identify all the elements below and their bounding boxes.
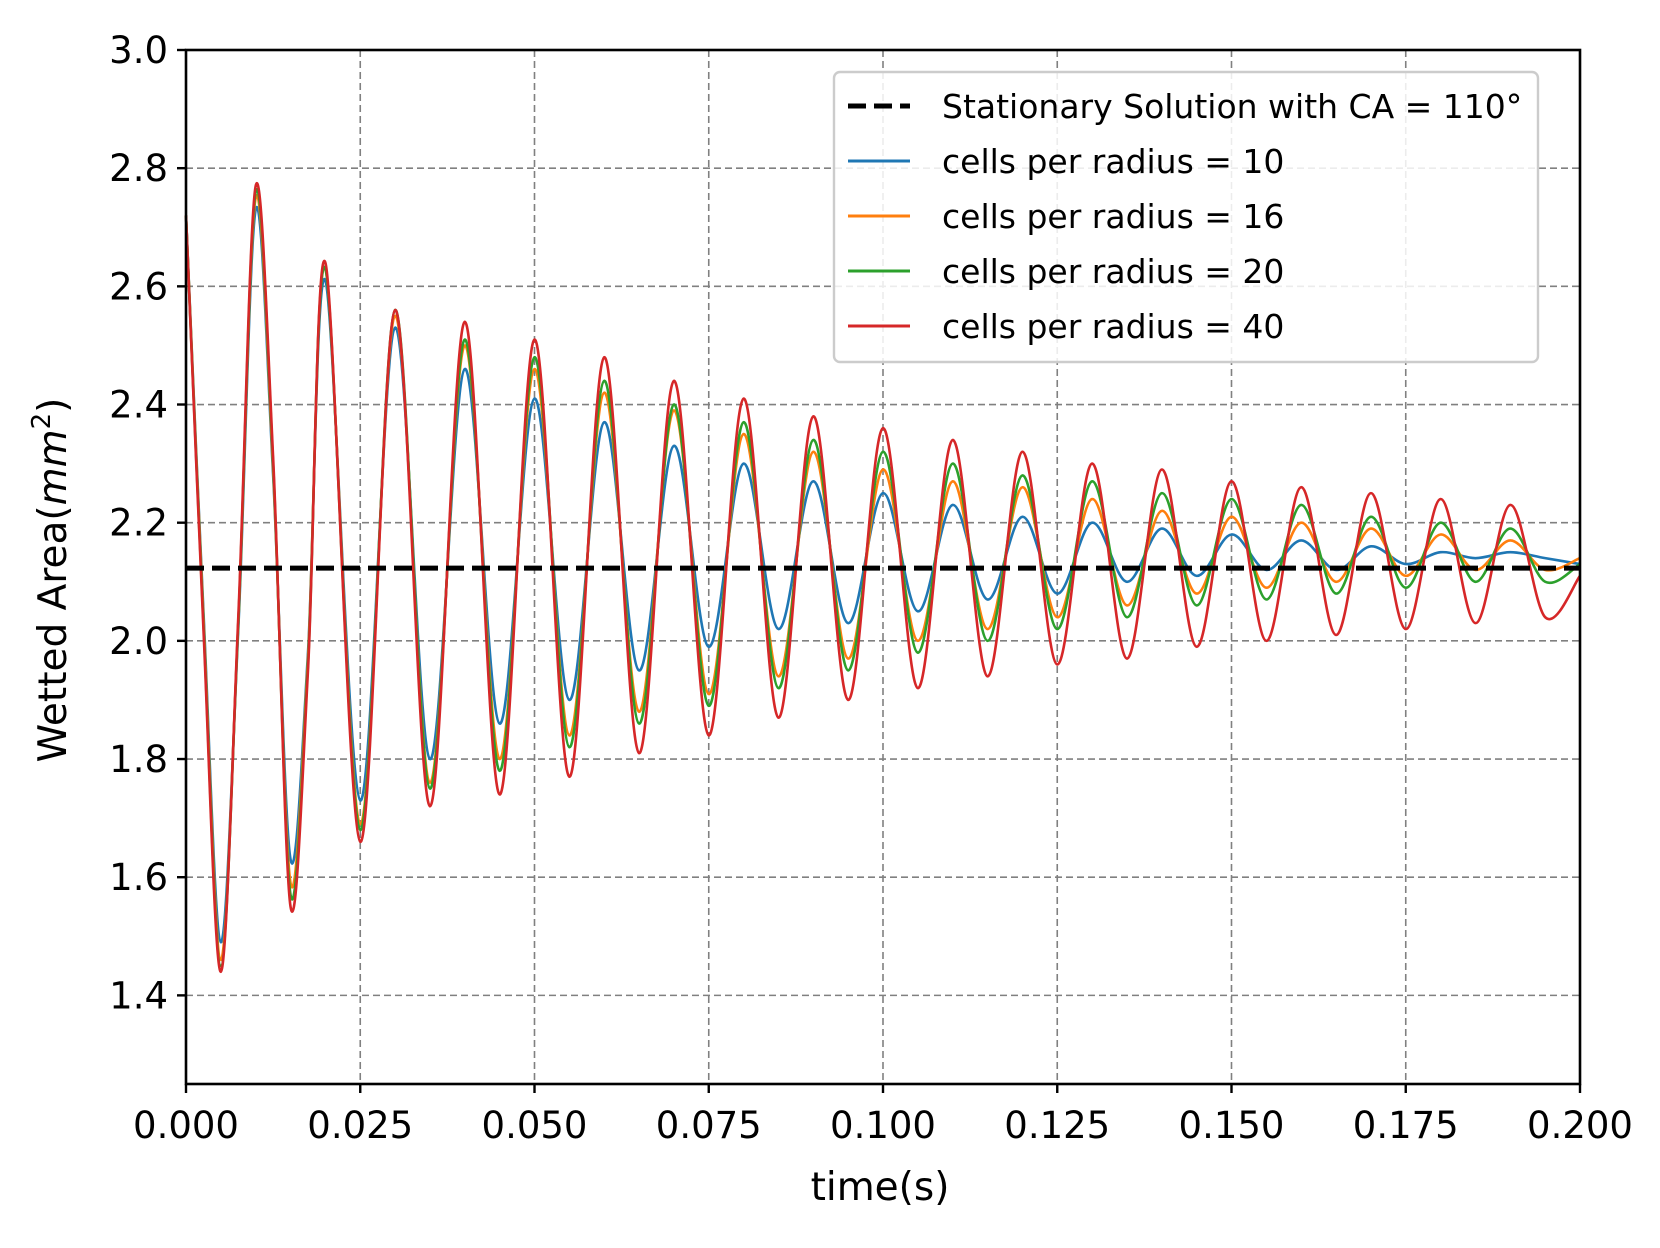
y-tick-label-4: 2.2 [109,502,168,545]
x-tick-label-0: 0.000 [133,1104,239,1147]
y-axis-label-close: ) [31,398,76,413]
legend-label-0: Stationary Solution with CA = 110° [942,87,1522,126]
x-tick-label-7: 0.175 [1353,1104,1459,1147]
y-axis-label-text: Wetted Area( [31,505,76,762]
legend-box [832,70,1540,364]
y-tick-label-6: 2.6 [109,265,168,308]
y-tick-label-7: 2.8 [109,147,168,190]
y-tick-label-2: 1.8 [109,738,168,781]
y-axis-label-exponent: 2 [27,413,57,430]
legend-label-4: cells per radius = 40 [942,307,1284,346]
y-axis-label: Wetted Area(mm2) [27,398,76,763]
x-tick-label-1: 0.025 [307,1104,413,1147]
legend: Stationary Solution with CA = 110° cells … [832,70,1540,364]
series-layer [184,182,1582,974]
legend-label-1: cells per radius = 10 [942,142,1284,181]
y-tick-label-8: 3.0 [109,29,168,72]
x-tick-label-6: 0.150 [1179,1104,1285,1147]
y-tick-label-3: 2.0 [109,620,168,663]
x-tick-label-8: 0.200 [1527,1104,1633,1147]
x-axis: 0.000 0.025 0.050 0.075 0.100 0.125 0.150 0.175… [133,1084,1633,1147]
x-tick-label-2: 0.050 [482,1104,588,1147]
legend-items: Stationary Solution with CA = 110° cells … [848,87,1522,346]
y-tick-label-1: 1.6 [109,856,168,899]
legend-label-2: cells per radius = 16 [942,197,1284,236]
legend-label-3: cells per radius = 20 [942,252,1284,291]
x-tick-label-5: 0.125 [1004,1104,1110,1147]
y-tick-label-5: 2.4 [109,384,168,427]
y-axis-label-unit: mm [31,429,76,505]
y-tick-label-0: 1.4 [109,974,168,1017]
x-axis-label: time(s) [811,1165,950,1210]
series-line-4 [184,182,1582,974]
x-tick-label-4: 0.100 [830,1104,936,1147]
y-axis: 1.4 1.6 1.8 2.0 2.2 2.4 2.6 2.8 3.0 [109,29,186,1017]
x-tick-label-3: 0.075 [656,1104,762,1147]
